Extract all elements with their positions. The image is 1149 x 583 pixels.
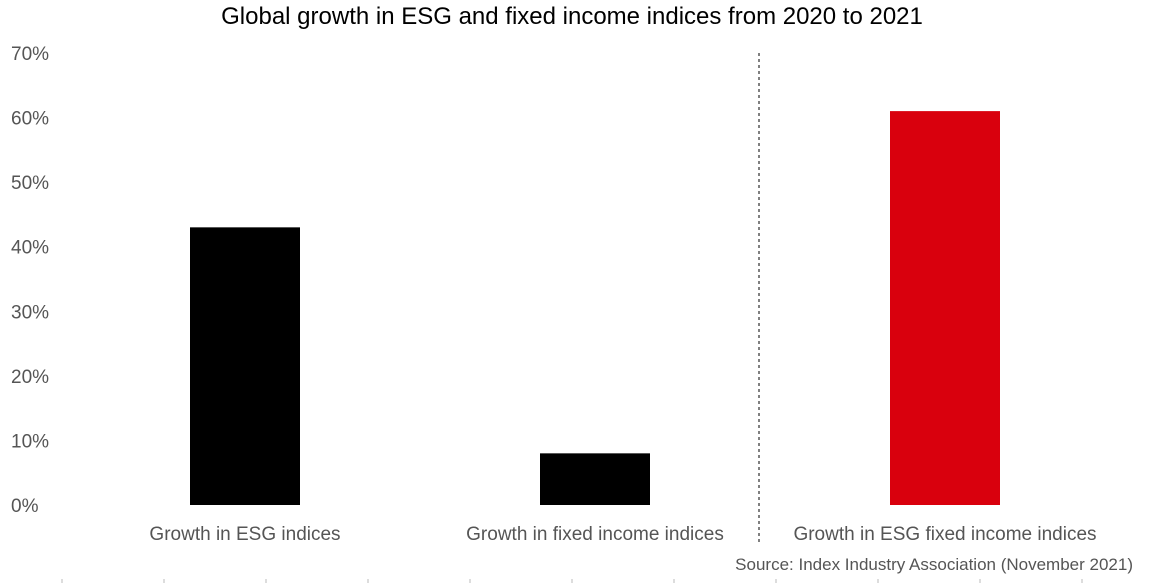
y-tick-label: 60% — [11, 109, 49, 130]
x-category-label: Growth in ESG indices — [149, 524, 340, 545]
y-tick-label: 50% — [11, 173, 49, 194]
y-tick-label: 70% — [11, 44, 49, 65]
y-tick-label: 10% — [11, 431, 49, 452]
bar — [190, 227, 300, 506]
y-tick-label: 20% — [11, 367, 49, 388]
x-axis-labels: Growth in ESG indices Growth in fixed inc… — [149, 524, 1096, 545]
y-tick-label: 40% — [11, 238, 49, 259]
source-note: Source: Index Industry Association (Nove… — [735, 555, 1133, 574]
bar — [540, 453, 650, 505]
x-category-label: Growth in ESG fixed income indices — [793, 524, 1096, 545]
bottom-tick-marks — [61, 579, 1083, 583]
chart-title: Global growth in ESG and fixed income in… — [221, 3, 923, 30]
y-axis: 0% 10% 20% 30% 40% 50% 60% 70% — [11, 44, 49, 517]
bars — [190, 111, 1000, 506]
y-tick-label: 30% — [11, 302, 49, 323]
x-category-label: Growth in fixed income indices — [466, 524, 724, 545]
y-tick-label: 0% — [11, 496, 39, 517]
bar — [890, 111, 1000, 505]
